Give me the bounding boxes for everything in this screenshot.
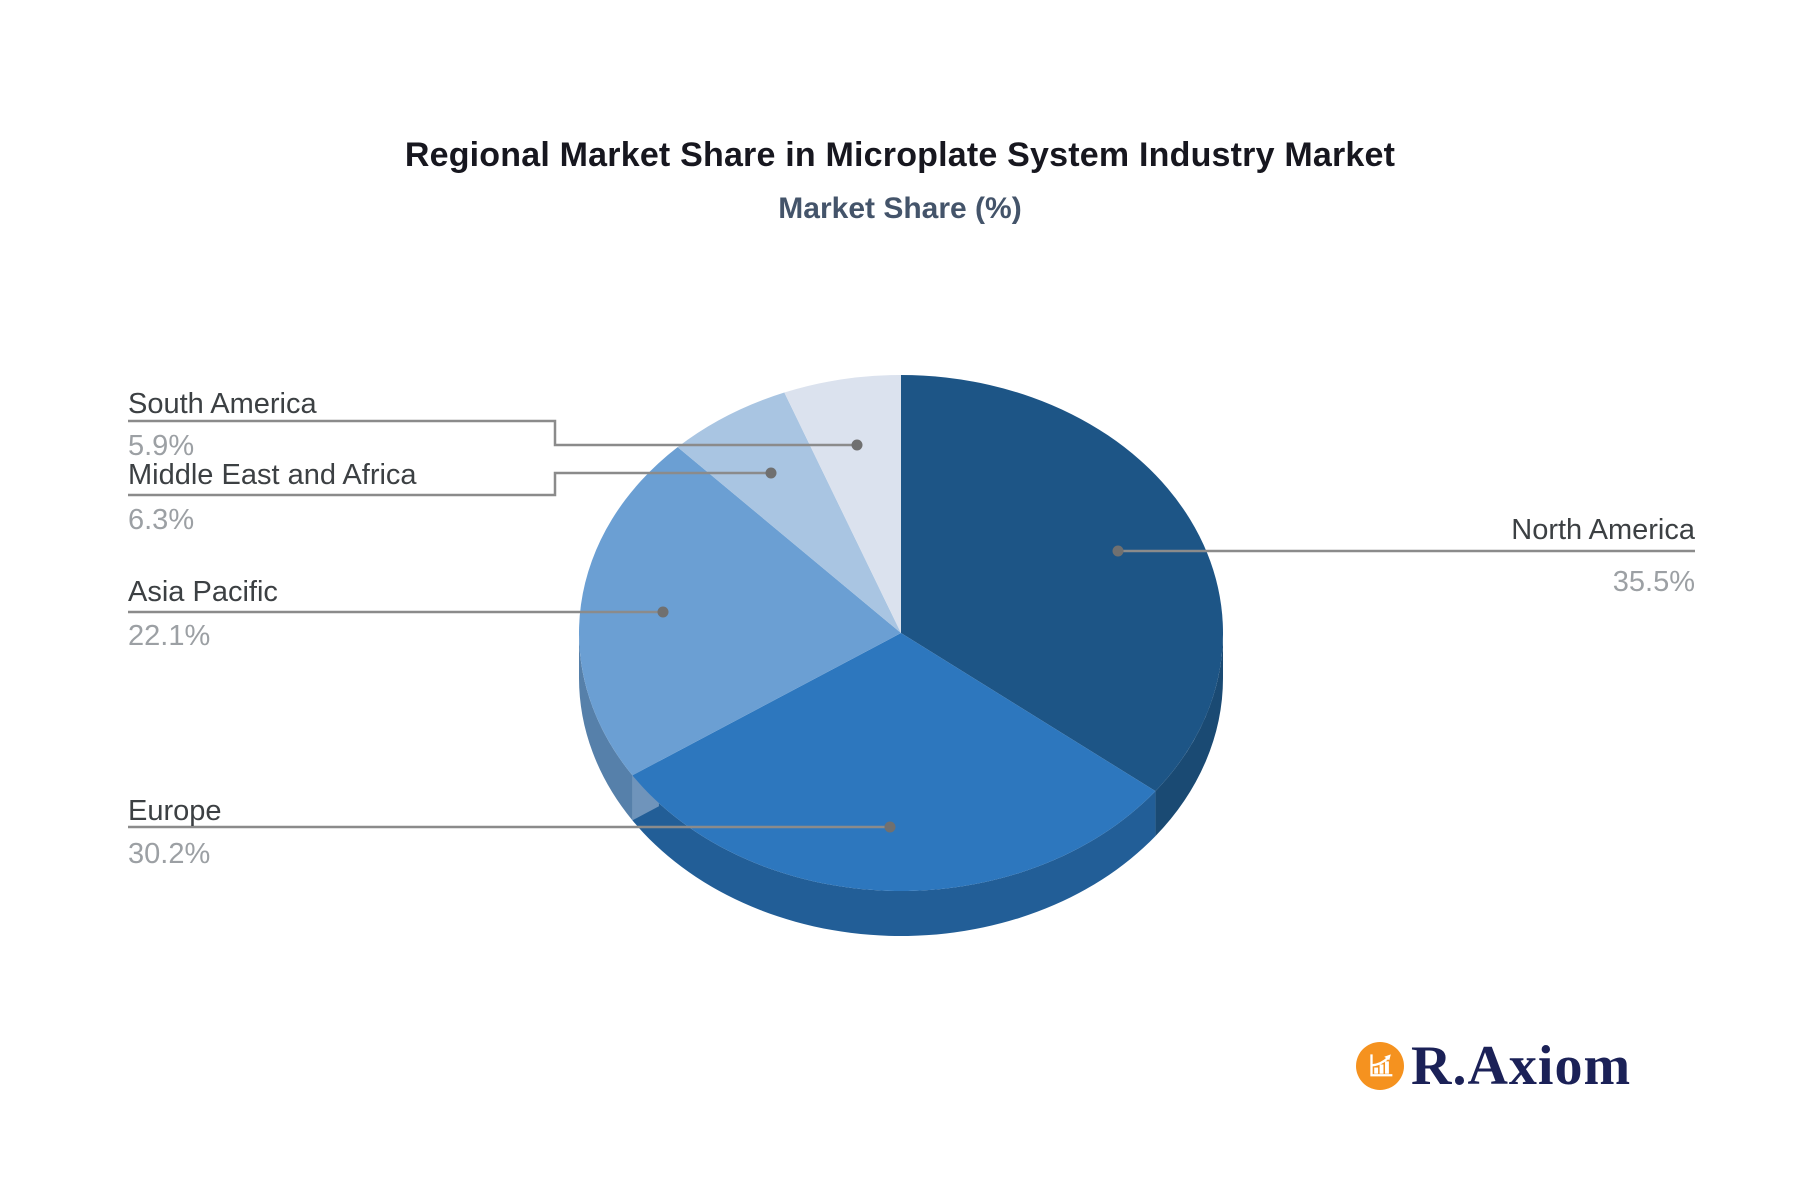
label-asia-pacific: Asia Pacific	[128, 576, 278, 608]
dot-asia-pacific	[657, 606, 669, 618]
logo-circle	[1356, 1042, 1404, 1090]
label-middle-east-africa: Middle East and Africa	[128, 459, 417, 491]
dot-south-america	[851, 439, 863, 451]
dot-middle-east-africa	[765, 467, 777, 479]
pie-wall-2	[579, 633, 633, 821]
bar-chart-growth-icon	[1370, 1054, 1393, 1077]
pie-slice-0	[901, 375, 1224, 792]
pie-wall-0	[1155, 633, 1223, 837]
chart-title: Regional Market Share in Microplate Syst…	[404, 136, 1396, 174]
value-middle-east-africa: 6.3%	[128, 504, 195, 536]
brand-logo: R.Axiom	[1356, 1038, 1631, 1094]
leader-south-america	[128, 419, 857, 447]
logo-text: R.Axiom	[1411, 1035, 1632, 1097]
value-europe: 30.2%	[128, 838, 211, 870]
dot-north-america	[1112, 545, 1124, 557]
label-block-north-america: North America 35.5%	[1295, 514, 1695, 599]
leader-lines	[128, 419, 1695, 829]
pie-slice-2	[579, 447, 901, 776]
value-north-america: 35.5%	[1612, 566, 1695, 598]
pie-slice-4	[784, 375, 901, 633]
chart-subtitle: Market Share (%)	[778, 192, 1022, 225]
value-asia-pacific: 22.1%	[128, 620, 211, 652]
label-europe: Europe	[128, 795, 222, 827]
pie-wall-1	[632, 775, 1156, 937]
leader-middle-east-africa	[128, 471, 771, 497]
leader-dots	[657, 439, 1124, 833]
value-south-america: 5.9%	[128, 430, 195, 462]
label-north-america: North America	[1511, 514, 1695, 546]
pie-layers	[579, 375, 1224, 937]
pie-slice-3	[677, 392, 901, 633]
dot-europe	[884, 821, 896, 833]
label-south-america: South America	[128, 388, 317, 420]
